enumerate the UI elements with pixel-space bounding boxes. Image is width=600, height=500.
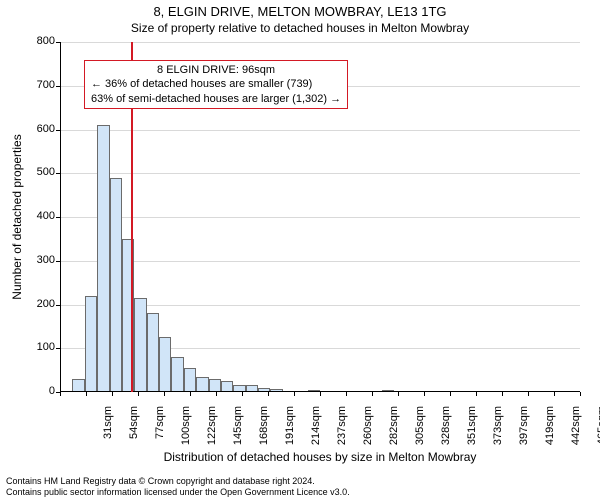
histogram-bar [85, 296, 97, 392]
x-tick-label: 465sqm [596, 406, 600, 456]
histogram-bar [184, 368, 196, 392]
x-tick-mark [398, 392, 399, 396]
x-tick-mark [450, 392, 451, 396]
annotation-box: 8 ELGIN DRIVE: 96sqm← 36% of detached ho… [84, 60, 348, 109]
gridline [60, 261, 580, 262]
x-tick-mark [424, 392, 425, 396]
x-tick-mark [164, 392, 165, 396]
x-tick-label: 100sqm [180, 406, 192, 456]
x-tick-label: 260sqm [362, 406, 374, 456]
x-tick-label: 373sqm [492, 406, 504, 456]
x-tick-mark [320, 392, 321, 396]
x-tick-mark [346, 392, 347, 396]
x-tick-mark [242, 392, 243, 396]
y-tick-label: 500 [25, 166, 55, 178]
y-tick-label: 400 [25, 210, 55, 222]
x-tick-mark [294, 392, 295, 396]
gridline [60, 173, 580, 174]
y-tick-label: 100 [25, 341, 55, 353]
y-tick-mark [56, 217, 60, 218]
x-tick-mark [112, 392, 113, 396]
x-tick-mark [372, 392, 373, 396]
y-tick-mark [56, 173, 60, 174]
y-tick-label: 200 [25, 298, 55, 310]
gridline [60, 217, 580, 218]
x-tick-label: 168sqm [258, 406, 270, 456]
x-tick-mark [86, 392, 87, 396]
x-tick-mark [216, 392, 217, 396]
x-tick-label: 397sqm [518, 406, 530, 456]
gridline [60, 42, 580, 43]
y-tick-mark [56, 348, 60, 349]
histogram-bar [196, 377, 208, 392]
y-tick-label: 800 [25, 35, 55, 47]
x-tick-label: 214sqm [310, 406, 322, 456]
chart-title: 8, ELGIN DRIVE, MELTON MOWBRAY, LE13 1TG [0, 0, 600, 19]
histogram-bar [134, 298, 146, 392]
x-tick-mark [268, 392, 269, 396]
y-axis-line [60, 42, 61, 392]
histogram-bar [147, 313, 159, 392]
annotation-line: 8 ELGIN DRIVE: 96sqm [91, 63, 341, 77]
x-tick-label: 77sqm [154, 406, 166, 456]
histogram-bar [97, 125, 109, 392]
x-tick-mark [190, 392, 191, 396]
x-tick-label: 122sqm [206, 406, 218, 456]
footer-attribution: Contains HM Land Registry data © Crown c… [6, 476, 594, 498]
y-axis-label: Number of detached properties [10, 117, 24, 317]
footer-line-2: Contains public sector information licen… [6, 487, 594, 498]
y-tick-label: 600 [25, 123, 55, 135]
gridline [60, 130, 580, 131]
histogram-bar [110, 178, 122, 392]
x-tick-label: 351sqm [466, 406, 478, 456]
x-tick-label: 191sqm [284, 406, 296, 456]
x-tick-label: 237sqm [336, 406, 348, 456]
footer-line-1: Contains HM Land Registry data © Crown c… [6, 476, 594, 487]
x-tick-label: 442sqm [570, 406, 582, 456]
x-tick-mark [502, 392, 503, 396]
annotation-line: ← 36% of detached houses are smaller (73… [91, 77, 341, 91]
histogram-bar [159, 337, 171, 392]
histogram-bar [171, 357, 183, 392]
x-tick-label: 145sqm [232, 406, 244, 456]
x-tick-label: 328sqm [440, 406, 452, 456]
x-tick-label: 305sqm [414, 406, 426, 456]
x-tick-label: 282sqm [388, 406, 400, 456]
y-tick-label: 700 [25, 79, 55, 91]
y-tick-mark [56, 305, 60, 306]
y-tick-label: 0 [25, 385, 55, 397]
y-tick-mark [56, 86, 60, 87]
x-tick-mark [60, 392, 61, 396]
x-tick-label: 419sqm [544, 406, 556, 456]
x-tick-mark [138, 392, 139, 396]
x-tick-label: 54sqm [128, 406, 140, 456]
x-tick-mark [528, 392, 529, 396]
x-tick-mark [476, 392, 477, 396]
x-tick-mark [554, 392, 555, 396]
chart-subtitle: Size of property relative to detached ho… [0, 19, 600, 37]
x-tick-label: 31sqm [102, 406, 114, 456]
y-tick-mark [56, 130, 60, 131]
annotation-line: 63% of semi-detached houses are larger (… [91, 92, 341, 106]
y-tick-label: 300 [25, 254, 55, 266]
y-tick-mark [56, 261, 60, 262]
y-tick-mark [56, 42, 60, 43]
x-tick-mark [580, 392, 581, 396]
